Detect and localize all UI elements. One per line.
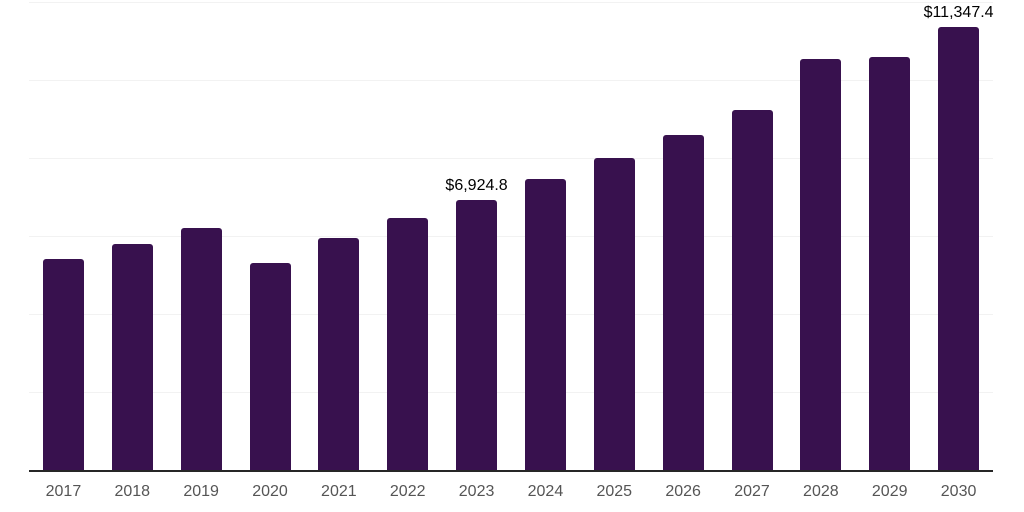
gridline [29,392,993,393]
bar-2030 [938,27,980,470]
bar-2017 [42,258,84,470]
x-tick-2028: 2028 [803,483,839,500]
plot-area: $6,924.8 $11,347.4 [29,2,994,470]
x-axis: 2017 2018 2019 2020 2021 2022 2023 2024 2025 2026… [29,484,993,504]
x-tick-2026: 2026 [665,483,701,500]
x-tick-2020: 2020 [252,483,288,500]
bar-2028 [800,58,842,470]
bar-2020 [249,263,291,470]
x-tick-2027: 2027 [734,483,770,500]
bar-2018 [111,243,153,470]
gridline [29,80,993,81]
x-tick-2024: 2024 [527,483,564,500]
gridline [29,314,993,315]
x-axis-line [29,470,993,472]
x-tick-2019: 2019 [183,483,219,500]
gridline [29,2,993,3]
bar-2021 [318,237,360,470]
x-tick-2023: 2023 [458,483,495,500]
bar-2026 [662,135,704,470]
x-tick-2018: 2018 [114,483,151,500]
bar-2022 [387,218,429,470]
bar-2019 [180,228,222,470]
bar-2023 [456,199,498,470]
x-tick-2022: 2022 [389,483,426,500]
data-label-2023: $6,924.8 [445,176,508,194]
bar-2024 [524,179,566,470]
x-tick-2017: 2017 [45,483,82,500]
bar-2027 [731,110,773,470]
x-tick-2029: 2029 [871,483,908,500]
gridline [29,158,993,159]
x-tick-2021: 2021 [321,483,357,500]
x-tick-2025: 2025 [596,483,633,500]
bar-2025 [593,158,635,470]
gridline [29,236,993,237]
data-label-2030: $11,347.4 [923,4,994,22]
bar-2029 [869,57,911,470]
x-tick-2030: 2030 [940,483,977,500]
